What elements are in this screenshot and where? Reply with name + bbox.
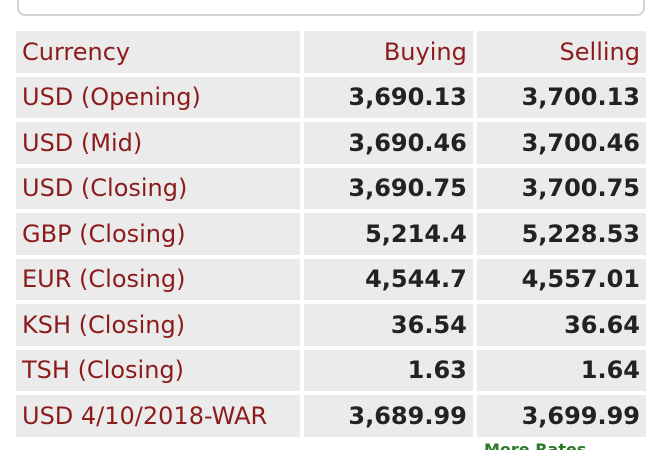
search-box[interactable]: [17, 0, 645, 16]
exchange-rates-table: Currency Buying Selling USD (Opening) 3,…: [12, 27, 650, 441]
currency-cell: USD (Opening): [16, 76, 300, 118]
table-row: USD 4/10/2018-WAR 3,689.99 3,699.99: [16, 395, 646, 437]
table-row: TSH (Closing) 1.63 1.64: [16, 349, 646, 391]
more-rates-link[interactable]: More Rates: [484, 440, 587, 450]
currency-cell: EUR (Closing): [16, 258, 300, 300]
table-row: USD (Mid) 3,690.46 3,700.46: [16, 122, 646, 164]
buying-cell: 1.63: [303, 349, 473, 391]
buying-cell: 3,690.46: [303, 122, 473, 164]
buying-cell: 3,690.75: [303, 167, 473, 209]
buying-cell: 4,544.7: [303, 258, 473, 300]
selling-cell: 3,699.99: [476, 395, 646, 437]
currency-cell: USD (Closing): [16, 167, 300, 209]
table-row: KSH (Closing) 36.54 36.64: [16, 304, 646, 346]
table-row: GBP (Closing) 5,214.4 5,228.53: [16, 213, 646, 255]
buying-cell: 5,214.4: [303, 213, 473, 255]
selling-cell: 1.64: [476, 349, 646, 391]
table-row: EUR (Closing) 4,544.7 4,557.01: [16, 258, 646, 300]
selling-cell: 36.64: [476, 304, 646, 346]
header-buying: Buying: [303, 31, 473, 73]
selling-cell: 3,700.46: [476, 122, 646, 164]
currency-cell: GBP (Closing): [16, 213, 300, 255]
header-currency: Currency: [16, 31, 300, 73]
buying-cell: 36.54: [303, 304, 473, 346]
selling-cell: 3,700.13: [476, 76, 646, 118]
header-selling: Selling: [476, 31, 646, 73]
selling-cell: 3,700.75: [476, 167, 646, 209]
buying-cell: 3,690.13: [303, 76, 473, 118]
buying-cell: 3,689.99: [303, 395, 473, 437]
selling-cell: 5,228.53: [476, 213, 646, 255]
selling-cell: 4,557.01: [476, 258, 646, 300]
table-row: USD (Opening) 3,690.13 3,700.13: [16, 76, 646, 118]
currency-cell: USD (Mid): [16, 122, 300, 164]
currency-cell: TSH (Closing): [16, 349, 300, 391]
currency-cell: USD 4/10/2018-WAR: [16, 395, 300, 437]
table-header-row: Currency Buying Selling: [16, 31, 646, 73]
table-row: USD (Closing) 3,690.75 3,700.75: [16, 167, 646, 209]
currency-cell: KSH (Closing): [16, 304, 300, 346]
